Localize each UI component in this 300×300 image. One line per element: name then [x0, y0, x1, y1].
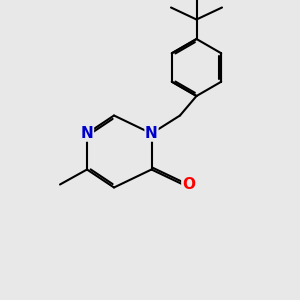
Text: N: N: [145, 126, 158, 141]
Text: O: O: [182, 177, 195, 192]
Text: N: N: [81, 126, 93, 141]
